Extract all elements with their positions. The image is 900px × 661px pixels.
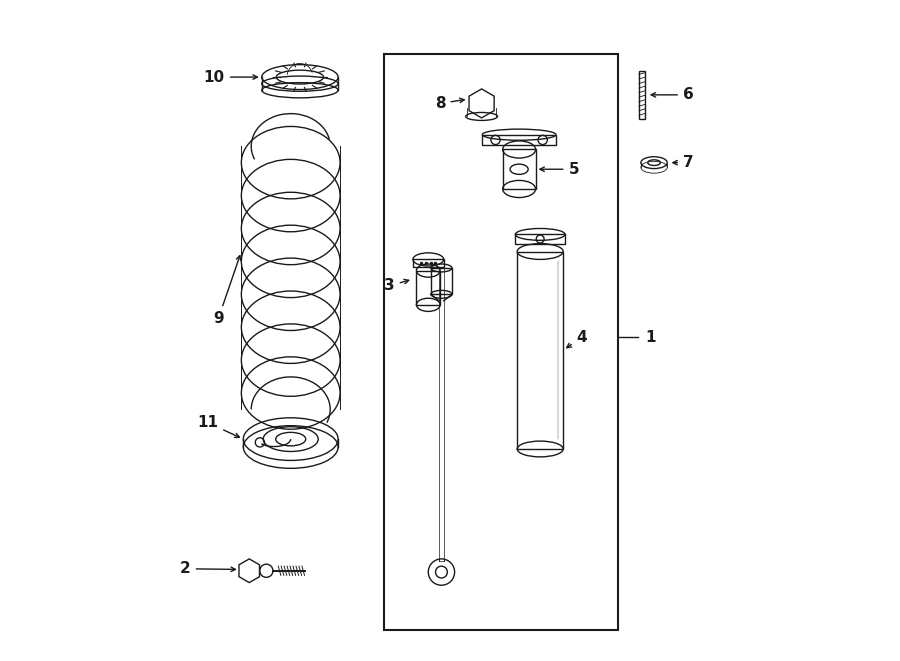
Bar: [413, 259, 444, 267]
Text: 2: 2: [180, 561, 236, 576]
Text: 11: 11: [197, 415, 239, 438]
Text: 9: 9: [213, 256, 240, 326]
Text: 4: 4: [567, 330, 587, 348]
Bar: [482, 135, 556, 145]
Text: 8: 8: [435, 96, 464, 111]
Bar: [518, 252, 563, 449]
Bar: [439, 268, 444, 561]
Text: 10: 10: [203, 69, 257, 85]
Bar: [639, 71, 645, 118]
Text: 7: 7: [673, 155, 694, 170]
Text: 6: 6: [651, 87, 694, 102]
Bar: [384, 54, 617, 630]
Bar: [503, 149, 536, 189]
Text: 5: 5: [540, 162, 579, 176]
Bar: [516, 235, 565, 244]
Bar: [417, 270, 440, 305]
Text: 1: 1: [645, 330, 656, 344]
Bar: [431, 268, 452, 294]
Text: 3: 3: [384, 278, 409, 293]
